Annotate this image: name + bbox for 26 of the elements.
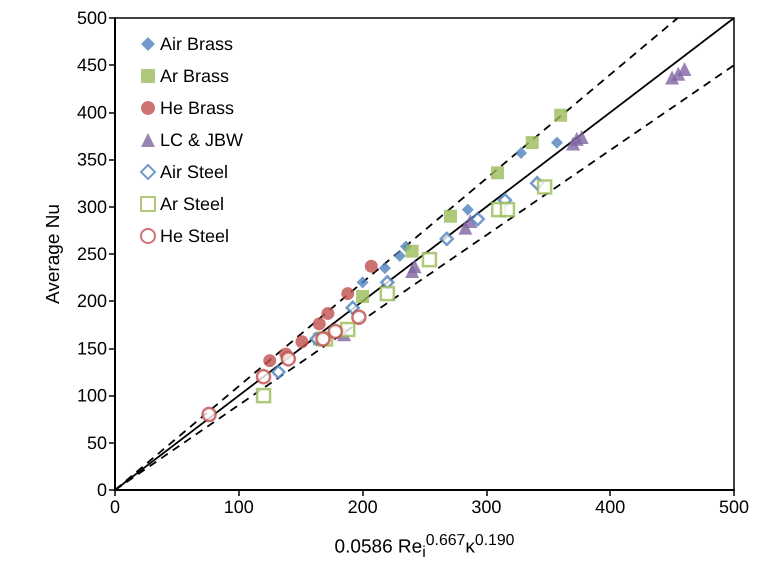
y-tick-label: 450 (76, 55, 107, 76)
y-axis-title: Average Nu (43, 204, 64, 304)
legend-label: LC & JBW (160, 130, 244, 150)
y-tick-label: 0 (96, 480, 107, 500)
x-axis-title: 0.0586 Re$_{i}$$^{0.667}$κ$^{0.190}$ (334, 532, 516, 562)
legend-label: Ar Steel (160, 194, 224, 214)
x-tick-label: 200 (348, 497, 378, 517)
y-tick-label: 300 (76, 196, 107, 217)
y-tick-label: 350 (76, 150, 107, 170)
legend-label: Air Steel (160, 162, 228, 182)
legend-label: Air Brass (160, 34, 234, 54)
legend-label: He Steel (160, 226, 230, 246)
x-tick-label: 100 (224, 497, 254, 517)
y-tick-label: 500 (76, 8, 107, 28)
legend-label: He Brass (160, 98, 234, 118)
y-tick-label: 50 (86, 432, 107, 453)
y-tick-label: 200 (76, 291, 107, 312)
x-tick-label: 500 (718, 497, 750, 517)
x-tick-label: 400 (595, 497, 626, 517)
y-tick-label: 400 (76, 102, 107, 122)
y-tick-label: 100 (76, 386, 107, 406)
x-tick-label: 300 (471, 497, 502, 517)
legend-label: Ar Brass (160, 66, 230, 86)
y-tick-label: 250 (76, 244, 107, 264)
x-tick-label: 0 (110, 497, 120, 517)
y-tick-label: 150 (76, 338, 107, 358)
